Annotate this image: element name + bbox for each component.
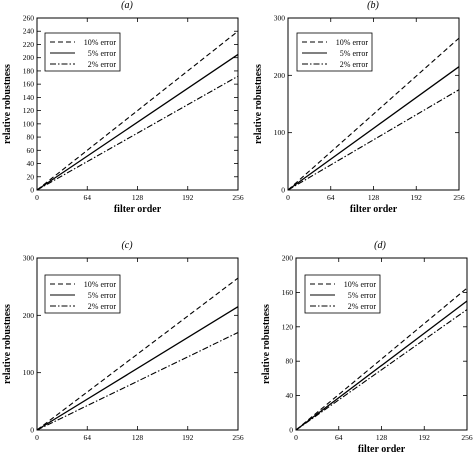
y-tick-label: 0 xyxy=(289,426,293,435)
chart-panel-a: (a) 0 64 128 192 256 0 20 40 60 80 100 120 140 160 180 2… xyxy=(2,0,244,215)
panel-label: (c) xyxy=(121,240,133,251)
x-axis-label: filter order xyxy=(358,444,406,455)
x-tick-label: 128 xyxy=(132,433,144,442)
chart-panel-d: (d) 0 64 128 192 256 0 40 80 120 160 200 filter orde… xyxy=(261,240,473,455)
y-tick-label: 160 xyxy=(23,80,35,89)
legend-box xyxy=(44,32,121,72)
x-tick-label: 64 xyxy=(327,193,335,202)
y-tick-label: 0 xyxy=(30,426,34,435)
series-line-dashed xyxy=(287,37,460,191)
x-tick-label: 64 xyxy=(335,433,343,442)
y-tick-label: 240 xyxy=(23,27,35,36)
legend-entry: 2% error xyxy=(340,60,369,69)
chart-panel-c: (c) 0 64 128 192 256 0 100 200 300 relative robust… xyxy=(2,240,244,442)
x-axis-label: filter order xyxy=(350,204,398,215)
x-tick-label: 0 xyxy=(35,193,39,202)
y-tick-label: 80 xyxy=(27,133,35,142)
y-tick-label: 100 xyxy=(274,128,286,137)
panel-label: (b) xyxy=(367,0,379,11)
legend-entry: 2% error xyxy=(348,302,377,311)
y-tick-label: 200 xyxy=(23,53,35,62)
y-tick-label: 260 xyxy=(23,14,35,23)
legend-entry: 2% error xyxy=(88,60,117,69)
x-tick-label: 0 xyxy=(286,193,290,202)
y-tick-label: 40 xyxy=(286,391,294,400)
y-tick-label: 180 xyxy=(23,66,35,75)
x-tick-label: 0 xyxy=(35,433,39,442)
x-tick-label: 64 xyxy=(84,433,92,442)
y-tick-label: 0 xyxy=(30,186,34,195)
y-tick-label: 40 xyxy=(27,159,35,168)
legend-box xyxy=(44,274,121,314)
x-tick-label: 256 xyxy=(453,193,465,202)
y-tick-label: 100 xyxy=(23,368,35,377)
panel-label: (d) xyxy=(374,240,386,251)
y-tick-label: 60 xyxy=(27,146,35,155)
y-axis-label: relative robustness xyxy=(2,304,13,384)
y-tick-label: 0 xyxy=(281,186,285,195)
y-tick-label: 140 xyxy=(23,93,35,102)
y-tick-label: 80 xyxy=(286,357,294,366)
legend-entry: 2% error xyxy=(88,302,117,311)
y-tick-label: 200 xyxy=(274,71,286,80)
y-tick-label: 20 xyxy=(27,172,35,181)
series-line-dashdot xyxy=(287,89,460,191)
legend-entry: 5% error xyxy=(348,291,377,300)
series-line-dashed xyxy=(36,277,239,431)
y-axis-label: relative robustness xyxy=(2,64,13,144)
series-line-dashed xyxy=(295,287,468,431)
series-line-solid xyxy=(287,66,460,191)
y-tick-label: 200 xyxy=(282,254,294,263)
legend-entry: 5% error xyxy=(88,291,117,300)
y-tick-label: 220 xyxy=(23,40,35,49)
x-axis-label: filter order xyxy=(114,204,162,215)
legend-entry: 10% error xyxy=(84,38,117,47)
y-tick-label: 120 xyxy=(282,322,294,331)
y-tick-label: 300 xyxy=(274,14,286,23)
x-tick-label: 128 xyxy=(132,193,144,202)
legend-entry: 5% error xyxy=(340,49,369,58)
x-tick-label: 256 xyxy=(232,433,244,442)
y-tick-label: 100 xyxy=(23,119,35,128)
y-tick-label: 120 xyxy=(23,106,35,115)
x-tick-label: 64 xyxy=(84,193,92,202)
series-line-dashdot xyxy=(295,309,468,431)
legend-entry: 10% error xyxy=(344,280,377,289)
x-tick-label: 128 xyxy=(376,433,388,442)
series-line-dashdot xyxy=(36,332,239,431)
series-line-solid xyxy=(36,53,239,191)
x-tick-label: 192 xyxy=(182,193,194,202)
panel-label: (a) xyxy=(121,0,133,11)
x-tick-label: 192 xyxy=(411,193,423,202)
legend-entry: 10% error xyxy=(84,280,117,289)
legend-entry: 10% error xyxy=(336,38,369,47)
y-tick-label: 160 xyxy=(282,288,294,297)
series-line-dashdot xyxy=(36,75,239,191)
x-tick-label: 192 xyxy=(182,433,194,442)
x-tick-label: 0 xyxy=(294,433,298,442)
series-line-dashed xyxy=(36,30,239,191)
x-tick-label: 256 xyxy=(232,193,244,202)
legend-entry: 5% error xyxy=(88,49,117,58)
series-line-solid xyxy=(36,306,239,431)
legend-box xyxy=(304,274,381,314)
chart-panel-b: (b) 0 64 128 192 256 0 100 200 300 filter order rel… xyxy=(253,0,465,215)
x-tick-label: 256 xyxy=(461,433,473,442)
y-axis-label: relative robustness xyxy=(261,304,272,384)
y-tick-label: 200 xyxy=(23,311,35,320)
y-tick-label: 300 xyxy=(23,254,35,263)
legend-box xyxy=(296,32,373,72)
x-tick-label: 128 xyxy=(368,193,380,202)
series-line-solid xyxy=(295,300,468,431)
y-axis-label: relative robustness xyxy=(253,64,264,144)
x-tick-label: 192 xyxy=(419,433,431,442)
